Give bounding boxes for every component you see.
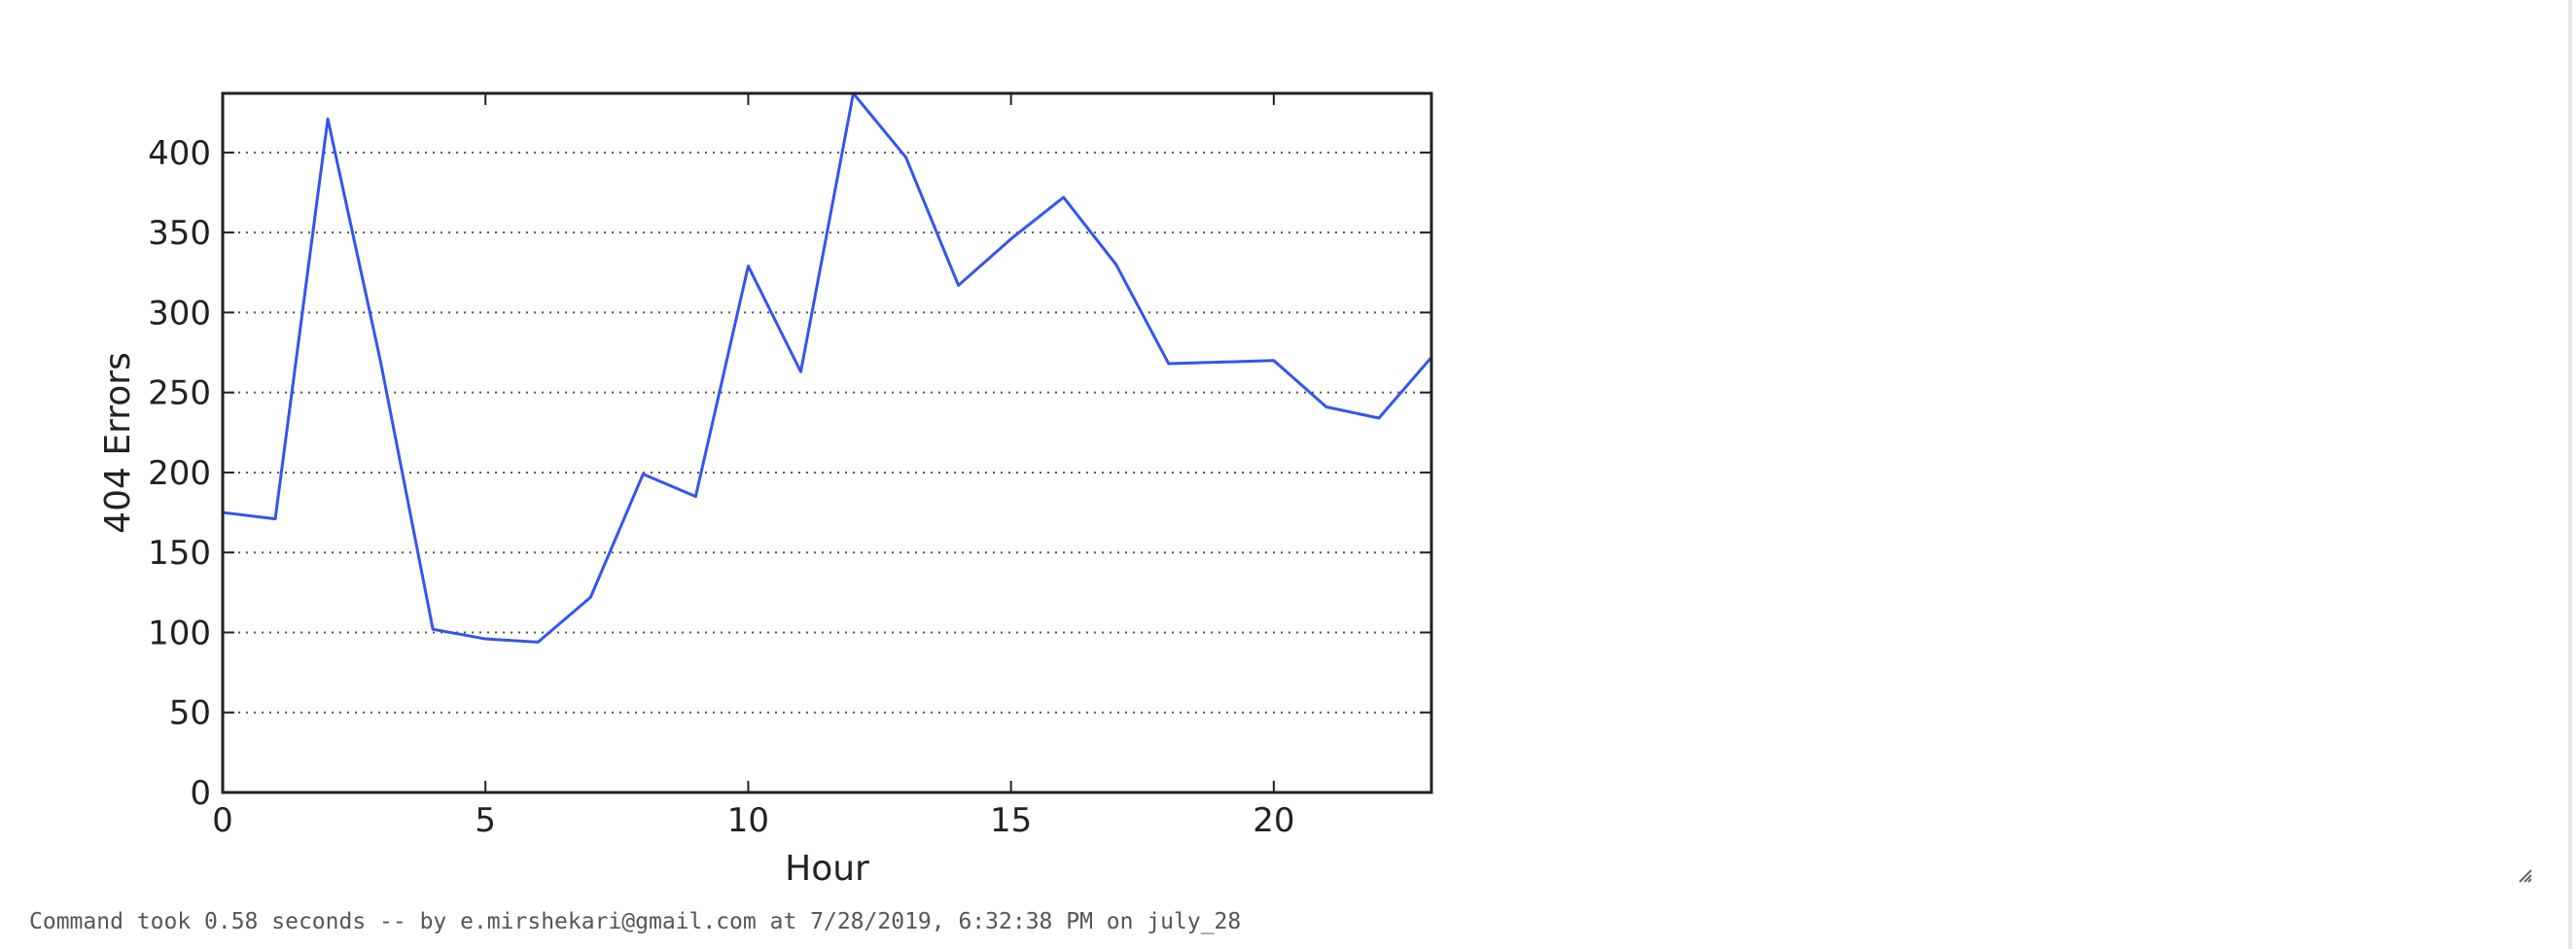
y-axis-label: 404 Errors (98, 352, 138, 534)
tick-labels: 0 50 100 150 200 250 300 350 400 0 5 10 15 20 (148, 134, 1294, 840)
line-chart: 0 50 100 150 200 250 300 350 400 0 5 10 15 20 Hour 40… (98, 91, 1433, 889)
axis-ticks (222, 93, 1431, 793)
y-tick-label: 200 (148, 454, 211, 493)
series-layer (222, 91, 1433, 644)
y-tick-label: 400 (148, 134, 211, 173)
y-tick-label: 300 (148, 294, 211, 333)
x-tick-label: 15 (990, 801, 1032, 840)
x-tick-label: 20 (1253, 801, 1294, 840)
x-tick-label: 5 (475, 801, 496, 840)
x-axis-label: Hour (785, 849, 869, 889)
y-tick-label: 250 (148, 374, 211, 413)
y-tick-label: 350 (148, 214, 211, 253)
y-tick-label: 150 (148, 534, 211, 573)
x-tick-label: 0 (212, 801, 233, 840)
cell-right-border (2568, 0, 2572, 949)
y-tick-label: 50 (169, 694, 211, 733)
series-line (222, 91, 1433, 644)
x-tick-label: 10 (727, 801, 769, 840)
resize-handle-icon[interactable] (2518, 868, 2533, 884)
y-tick-label: 0 (190, 774, 211, 813)
command-footer: Command took 0.58 seconds -- by e.mirshe… (29, 909, 1242, 934)
y-tick-label: 100 (148, 614, 211, 652)
plot-frame (221, 91, 1433, 794)
